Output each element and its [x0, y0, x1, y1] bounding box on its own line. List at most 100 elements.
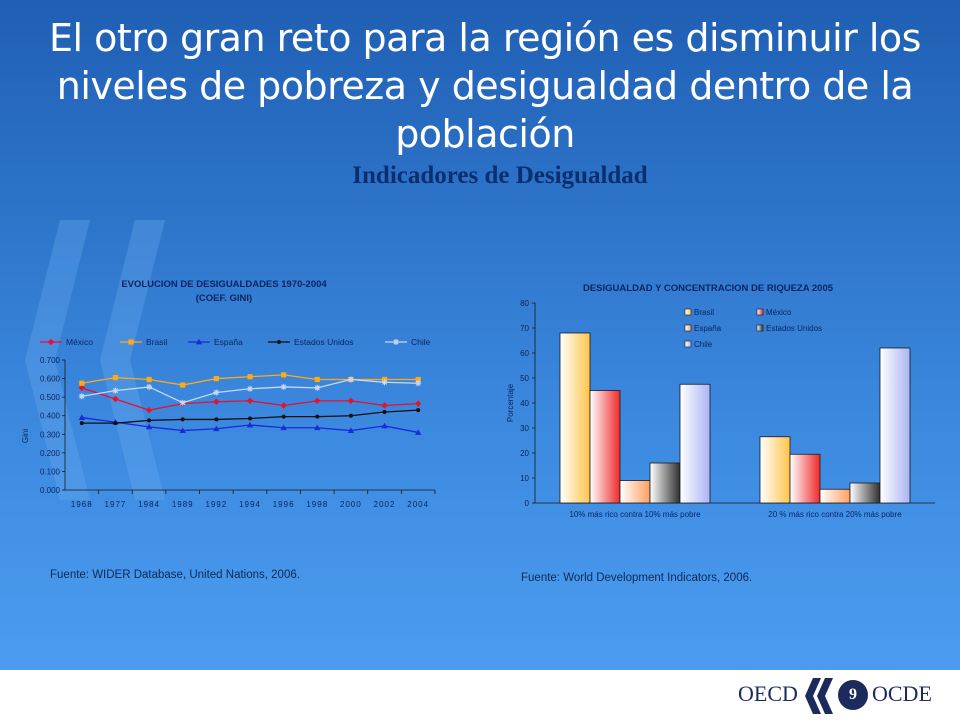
- slide-title: El otro gran reto para la región es dism…: [49, 16, 921, 156]
- data-point-mexico: [213, 398, 220, 405]
- data-point-mexico: [78, 384, 86, 392]
- subtitle: Indicadores de Desigualdad: [352, 162, 648, 189]
- data-point-espana: [213, 425, 220, 432]
- data-point-estados-unidos: [214, 417, 219, 422]
- legend-label-brasil: Brasil: [694, 308, 714, 317]
- chart1-title: EVOLUCION DE DESIGUALDADES 1970-2004: [121, 279, 327, 290]
- series-estados-unidos: [79, 408, 421, 426]
- chart2-category-label: 10% más rico contra 10% más pobre: [569, 510, 701, 519]
- data-point-espana: [280, 424, 287, 431]
- data-point-brasil: [79, 380, 85, 386]
- chart1-xtick-label: 2000: [340, 500, 362, 509]
- logo-oecd: OECD: [738, 681, 798, 706]
- chart2-ytick-label: 20: [520, 449, 529, 458]
- data-point-chile: [179, 399, 186, 406]
- data-point-espana: [78, 414, 86, 420]
- chart2-ytick-label: 80: [520, 299, 529, 308]
- data-point-chile: [314, 384, 321, 391]
- chart1-legend: México Brasil España Estados Unidos Chile: [40, 337, 431, 347]
- bar-espana: [619, 480, 651, 504]
- data-point-mexico: [145, 406, 153, 414]
- legend-swatch-chile: [684, 340, 692, 348]
- chart1-xtick-label: 1996: [273, 500, 295, 509]
- bar-estados-unidos: [649, 462, 681, 504]
- data-point-brasil: [314, 376, 320, 383]
- bar-brasil: [759, 436, 791, 504]
- chart1-subtitle: (COEF. GINI): [196, 293, 252, 304]
- decorative-chevrons: [25, 220, 165, 500]
- bar-mexico: [789, 453, 821, 504]
- data-point-brasil: [247, 374, 253, 380]
- data-point-estados-unidos: [315, 414, 320, 419]
- chart1-xtick-label: 1994: [239, 500, 261, 509]
- bar-chile: [679, 383, 711, 504]
- series-brasil: [79, 372, 421, 388]
- page-number: 9: [838, 680, 868, 710]
- data-point-chile: [347, 376, 354, 383]
- data-point-chile: [78, 393, 85, 400]
- chart2-ylabel: Porcentaje: [506, 383, 515, 422]
- legend-label-mexico: México: [66, 337, 93, 347]
- data-point-mexico: [347, 397, 355, 405]
- legend-swatch-brasil: [684, 308, 692, 316]
- legend-label-chile: Chile: [411, 337, 431, 347]
- data-point-estados-unidos: [79, 421, 84, 426]
- legend-label-estados-unidos: Estados Unidos: [294, 337, 354, 347]
- chart2-ytick-label: 60: [520, 349, 529, 358]
- data-point-mexico: [314, 397, 321, 405]
- bar-mexico: [589, 390, 621, 504]
- data-point-estados-unidos: [281, 414, 286, 419]
- data-point-espana: [414, 429, 422, 435]
- footer-bar: [0, 670, 960, 720]
- chart1-ytick-label: 0.000: [40, 486, 61, 495]
- data-point-mexico: [112, 395, 119, 403]
- legend-marker-chile: [393, 339, 399, 345]
- legend-marker-estados-unidos: [277, 340, 281, 344]
- legend-label-estados-unidos: Estados Unidos: [766, 324, 822, 333]
- chart1-xtick-label: 1984: [138, 500, 160, 509]
- data-point-espana: [246, 421, 254, 428]
- chart1-ylabel: Gini: [21, 429, 30, 443]
- data-point-brasil: [415, 376, 421, 383]
- data-point-brasil: [180, 382, 186, 388]
- chart2-ytick-label: 50: [520, 374, 529, 383]
- data-point-chile: [381, 379, 388, 386]
- data-point-estados-unidos: [180, 417, 185, 422]
- logo-ocde: OCDE: [872, 681, 932, 706]
- chart2-ytick-label: 0: [525, 499, 530, 508]
- source-right: Fuente: World Development Indicators, 20…: [521, 572, 753, 584]
- legend-label-espana: España: [214, 337, 243, 347]
- legend-swatch-espana: [684, 324, 692, 332]
- legend-marker-espana: [195, 338, 203, 345]
- series-chile: [78, 376, 422, 406]
- data-point-estados-unidos: [348, 413, 353, 418]
- legend-label-brasil: Brasil: [146, 337, 167, 347]
- data-point-mexico: [246, 397, 254, 405]
- data-point-chile: [146, 383, 153, 390]
- data-point-estados-unidos: [382, 410, 387, 414]
- legend-marker-brasil: [128, 339, 134, 345]
- legend-label-chile: Chile: [694, 340, 713, 349]
- chart2-ytick-label: 70: [520, 324, 529, 333]
- chart1-xtick-label: 1992: [205, 500, 227, 509]
- data-point-espana: [381, 422, 388, 429]
- data-point-espana: [314, 424, 321, 431]
- bar-espana: [819, 488, 851, 504]
- data-point-estados-unidos: [416, 408, 421, 413]
- chart1-ytick-label: 0.500: [40, 393, 61, 402]
- data-point-chile: [280, 383, 287, 390]
- chart1-xtick-label: 2002: [374, 500, 396, 509]
- data-point-chile: [247, 385, 253, 392]
- oecd-chevron-logo-icon: [805, 678, 833, 714]
- data-point-espana: [347, 427, 355, 433]
- data-point-mexico: [280, 402, 287, 409]
- legend-marker-mexico: [47, 338, 55, 346]
- data-point-brasil: [146, 376, 152, 383]
- data-point-brasil: [281, 372, 287, 378]
- data-point-chile: [112, 387, 119, 394]
- chart1-xtick-label: 1968: [71, 500, 93, 509]
- data-point-brasil: [213, 375, 219, 382]
- data-point-estados-unidos: [113, 421, 118, 426]
- chart2-ytick-label: 30: [520, 424, 529, 433]
- legend-label-espana: España: [694, 324, 722, 333]
